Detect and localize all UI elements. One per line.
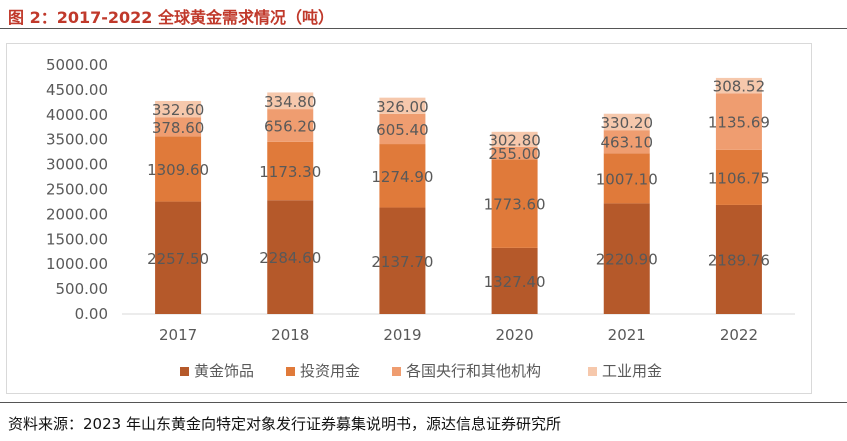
bar-segment [379,207,426,314]
data-label: 255.00 [488,145,541,163]
data-label: 332.60 [152,101,205,119]
bar-segment [715,149,762,205]
bar-segment [155,136,202,202]
bar-segment [379,97,426,114]
x-tick-label: 2019 [383,326,421,344]
data-label: 1173.30 [259,163,321,181]
bar-segment [267,141,314,201]
y-tick-label: 500.00 [56,280,109,298]
data-label: 463.10 [601,134,654,152]
x-tick-label: 2020 [495,326,533,344]
legend-swatch [286,367,295,376]
legend-label: 各国央行和其他机构 [406,362,541,380]
data-label: 302.80 [488,131,541,149]
x-tick-label: 2018 [271,326,309,344]
data-label: 605.40 [376,121,429,139]
bar-segment [603,130,650,154]
data-label: 1309.60 [147,161,209,179]
bar-segment [155,201,202,314]
data-label: 656.20 [264,117,317,135]
source-divider [0,402,847,403]
bar-segment [715,204,762,314]
y-tick-label: 0.00 [75,305,108,323]
data-label: 2220.90 [596,251,658,269]
y-tick-label: 3500.00 [46,131,108,149]
data-label: 308.52 [713,78,766,96]
data-label: 326.00 [376,98,429,116]
y-tick-label: 4500.00 [46,81,108,99]
data-label: 334.80 [264,93,317,111]
y-tick-label: 1000.00 [46,255,108,273]
bar-segment [379,144,426,208]
bar-segment [155,100,202,118]
y-tick-label: 1500.00 [46,230,108,248]
data-label: 1327.40 [484,273,546,291]
data-label: 1135.69 [708,114,770,132]
bar-segment [715,93,762,150]
y-tick-label: 2000.00 [46,205,108,223]
bar-segment [491,247,538,314]
y-tick-label: 4000.00 [46,106,108,124]
data-label: 2284.60 [259,249,321,267]
bar-segment [603,203,650,314]
data-label: 1274.90 [371,168,433,186]
x-tick-label: 2017 [159,326,197,344]
bar-segment [267,109,314,142]
y-tick-label: 3000.00 [46,156,108,174]
data-label: 2257.50 [147,250,209,268]
figure-title: 图 2：2017-2022 全球黄金需求情况（吨） [8,8,334,27]
bar-segment [267,92,314,110]
legend-label: 投资用金 [300,362,360,380]
chart-frame [6,43,812,394]
bar-segment [491,159,538,248]
x-tick-label: 2022 [720,326,758,344]
x-tick-label: 2021 [608,326,646,344]
bar-segment [491,131,538,147]
data-label: 330.20 [601,114,654,132]
y-tick-label: 5000.00 [46,56,108,74]
legend-label: 黄金饰品 [194,362,254,380]
data-label: 378.60 [152,119,205,137]
source-note: 资料来源：2023 年山东黄金向特定对象发行证券募集说明书，源达信息证券研究所 [8,415,561,433]
data-label: 1007.10 [596,170,658,188]
legend-swatch [180,367,189,376]
bar-segment [491,146,538,160]
legend-swatch [588,367,597,376]
bar-segment [267,200,314,314]
legend-swatch [392,367,401,376]
data-label: 1773.60 [484,196,546,214]
data-label: 2189.76 [708,251,770,269]
bar-segment [715,77,762,94]
legend-label: 工业用金 [602,362,662,380]
bar-segment [379,113,426,145]
bar-segment [603,153,650,204]
data-label: 1106.75 [708,169,770,187]
data-label: 2137.70 [371,253,433,271]
bar-segment [603,113,650,131]
bar-segment [155,117,202,137]
title-divider [0,28,847,29]
y-tick-label: 2500.00 [46,181,108,199]
